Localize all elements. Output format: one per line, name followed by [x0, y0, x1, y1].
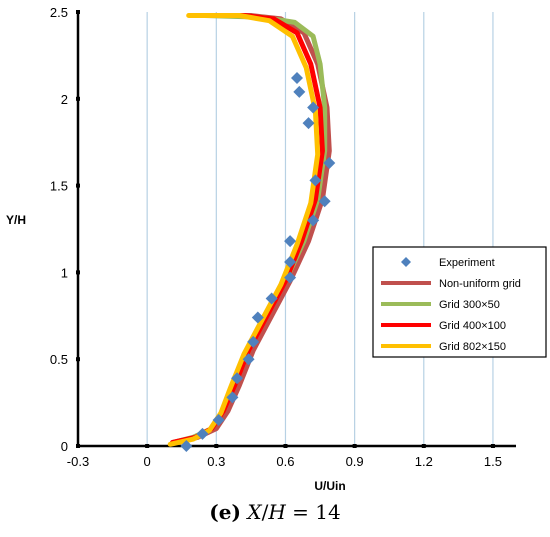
- legend-label: Grid 400×100: [439, 320, 506, 332]
- experiment-point: [231, 372, 244, 385]
- figure-caption: (e) X/H = 14: [0, 500, 550, 524]
- caption-equals: = 14: [285, 500, 341, 524]
- experiment-point: [323, 157, 336, 170]
- y-tick-label: 0.5: [50, 352, 68, 367]
- experiment-point: [291, 71, 303, 84]
- experiment-point: [265, 292, 278, 305]
- caption-slash: /: [261, 500, 269, 524]
- experiment-point: [302, 117, 315, 130]
- experiment-point: [196, 427, 209, 440]
- x-tick-label: 0.3: [207, 454, 225, 469]
- y-tick-label: 0: [61, 439, 68, 454]
- caption-x: X: [247, 500, 262, 524]
- experiment-point: [293, 85, 306, 98]
- grid-lines: [146, 12, 494, 446]
- experiment-point: [307, 101, 320, 114]
- x-tick-label: 0.6: [276, 454, 294, 469]
- series-line: [172, 13, 332, 445]
- x-axis-label: U/Uin: [314, 479, 345, 493]
- experiment-point: [307, 214, 320, 227]
- y-tick-label: 1: [61, 265, 68, 280]
- experiment-point: [180, 440, 193, 452]
- legend-label: Non-uniform grid: [439, 278, 521, 290]
- y-axis-label: Y/H: [6, 213, 26, 227]
- legend-label: Experiment: [439, 257, 495, 269]
- chart: -0.3 0 0.3 0.6 0.9 1.2 1.500.511.522.5 Experim…: [5, 5, 547, 493]
- tick-labels: -0.3 0 0.3 0.6 0.9 1.2 1.500.511.522.5: [50, 5, 502, 469]
- experiment-point: [212, 413, 225, 426]
- experiment-point: [242, 353, 255, 366]
- series-group: [167, 13, 336, 452]
- experiment-point: [226, 391, 239, 404]
- x-tick-label: -0.3: [67, 454, 89, 469]
- x-tick-label: 1.5: [484, 454, 502, 469]
- legend-label: Grid 300×50: [439, 299, 500, 311]
- y-tick-label: 2: [61, 92, 68, 107]
- experiment-point: [318, 195, 331, 208]
- experiment-point: [284, 235, 297, 248]
- caption-label: (e): [209, 500, 241, 524]
- x-tick-label: 0.9: [346, 454, 364, 469]
- x-tick-label: 0: [144, 454, 151, 469]
- caption-h: H: [268, 500, 286, 524]
- experiment-point: [251, 311, 264, 324]
- y-tick-label: 2.5: [50, 5, 68, 20]
- legend-marker: [401, 257, 411, 267]
- experiment-point: [284, 271, 297, 284]
- legend: Experiment Non-uniform grid Grid 300×50 Gri…: [372, 246, 547, 358]
- x-tick-label: 1.2: [415, 454, 433, 469]
- experiment-point: [247, 335, 260, 348]
- y-tick-label: 1.5: [50, 179, 68, 194]
- experiment-point: [309, 174, 322, 187]
- axes: [76, 10, 516, 448]
- legend-label: Grid 802×150: [439, 341, 506, 353]
- experiment-point: [284, 255, 297, 268]
